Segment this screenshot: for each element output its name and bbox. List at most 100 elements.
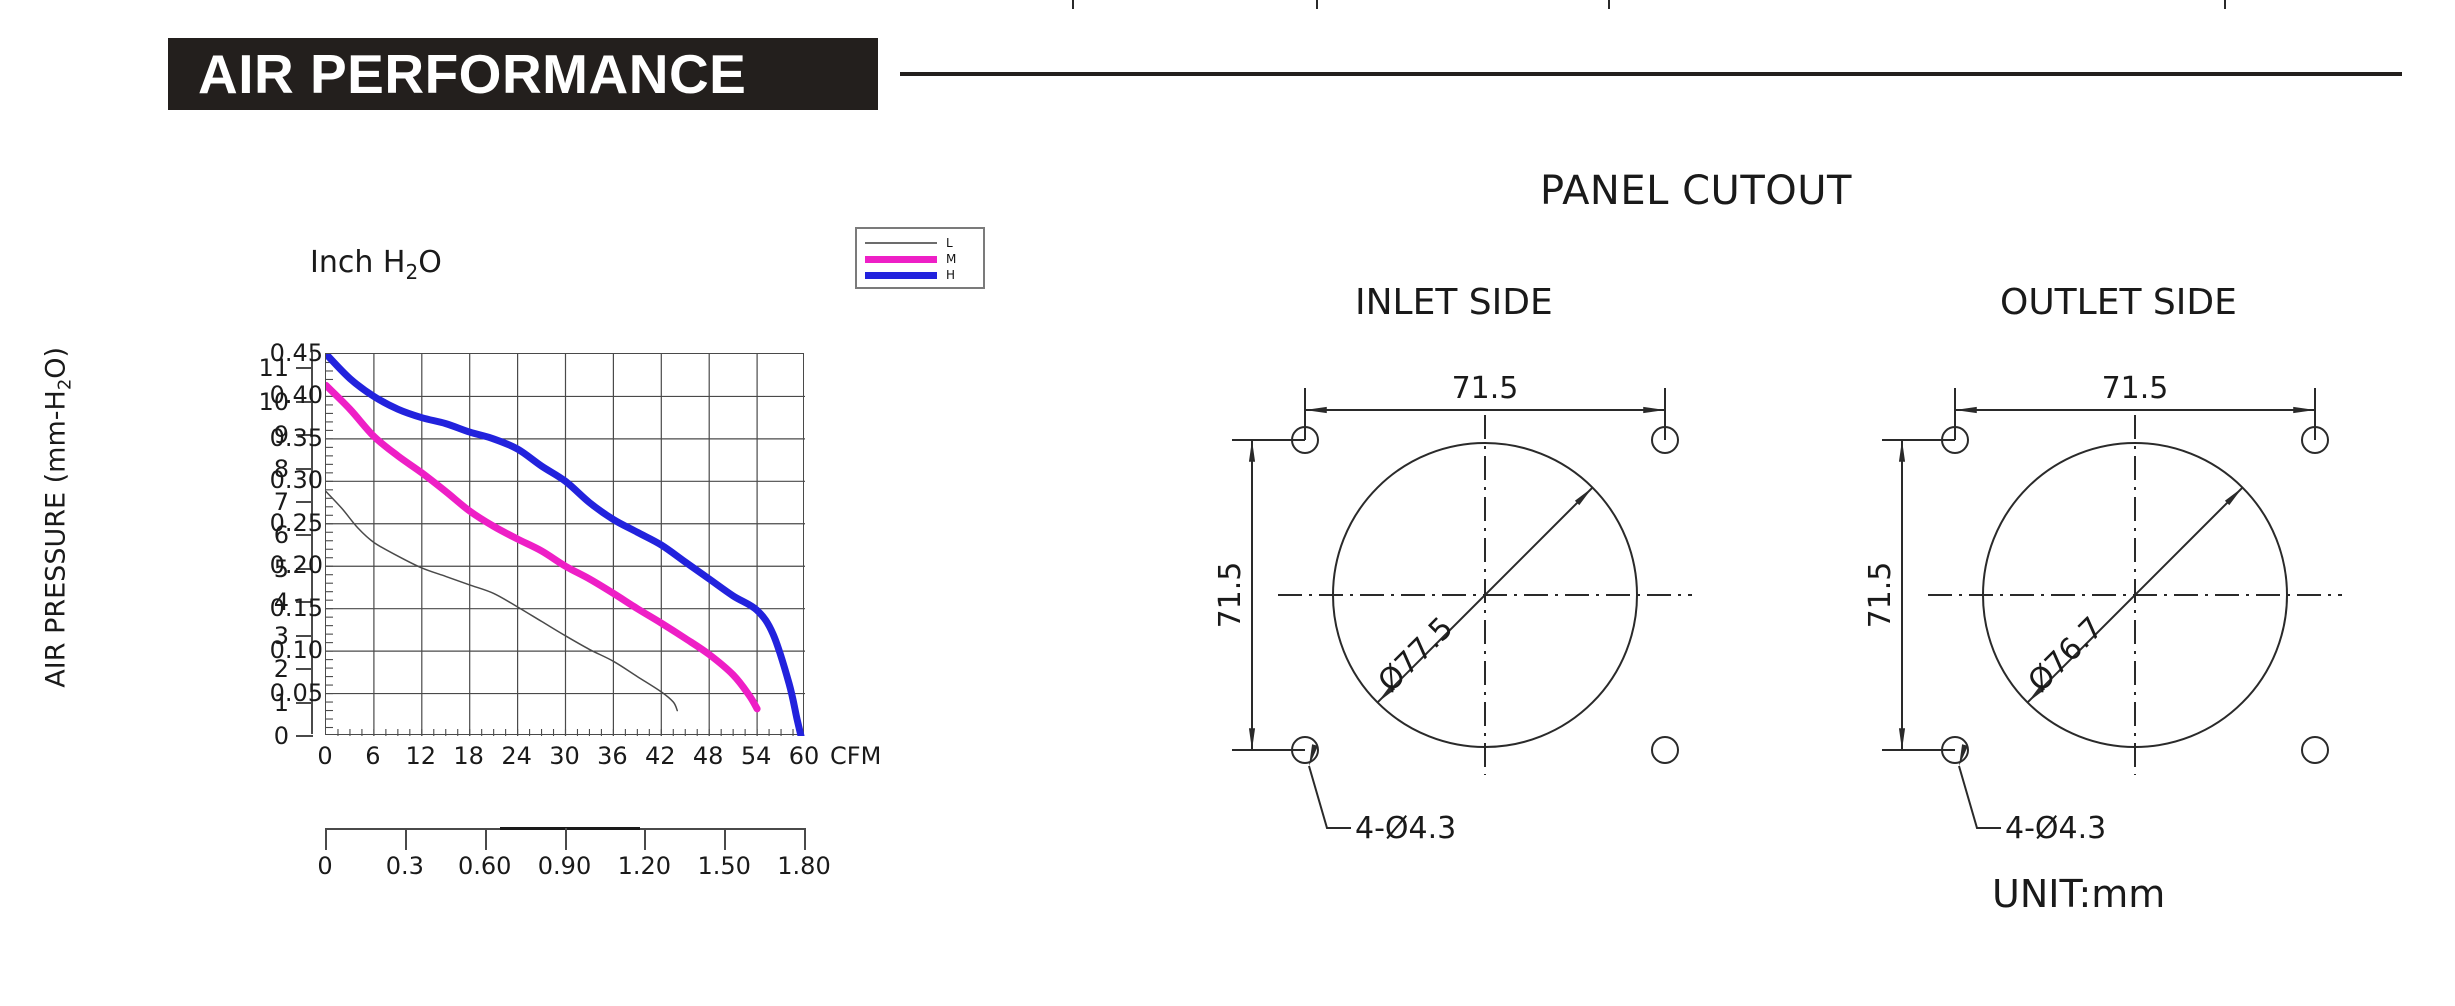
- mmh2o-tick: [296, 534, 313, 537]
- diameter-dimension-label: Ø77.5: [1372, 611, 1461, 700]
- legend-label-m: M: [946, 252, 957, 266]
- section-header: AIR PERFORMANCE: [0, 38, 2455, 110]
- chart-curve-l: [326, 490, 679, 712]
- inch-unit-text: Inch H: [310, 245, 406, 280]
- chart-secondary-x-axis: 0 0.3 0.60 0.90 1.20 1.50 1.80: [317, 827, 831, 888]
- secondary-axis-tick-label: 0: [317, 852, 333, 880]
- cfm-tick-label: 18: [453, 742, 484, 770]
- y-axis-title-unit-close: O): [40, 346, 72, 379]
- diameter-dimension-line: [2026, 486, 2244, 704]
- inlet-drawing-svg: Ø77.5 71.5 71.5 4-Ø4.3: [1213, 371, 1692, 846]
- inlet-side-title: INLET SIDE: [1355, 282, 1553, 323]
- mmh2o-tick-label: 9: [273, 421, 289, 450]
- mmh2o-tick-label: 11: [258, 354, 289, 383]
- dimension-arrowhead: [1248, 440, 1256, 462]
- hole-callout-leader: [1308, 765, 1351, 829]
- cfm-tick-label: 36: [597, 742, 628, 770]
- cfm-tick-label: 60: [788, 742, 820, 770]
- diameter-dimension-label: Ø76.7: [2022, 611, 2111, 700]
- secondary-axis-tick-label: 1.20: [617, 852, 672, 880]
- y-axis-title-main: AIR PRESSURE: [40, 491, 72, 688]
- chart-curves: [326, 354, 805, 736]
- dimension-arrowhead: [2293, 406, 2315, 414]
- secondary-axis-tick-label: 1.50: [697, 852, 751, 880]
- legend-item-l: L: [865, 235, 975, 251]
- mmh2o-tick-label: 3: [273, 621, 289, 650]
- mounting-hole: [2301, 736, 2329, 764]
- mmh2o-tick: [296, 601, 313, 604]
- cfm-tick-label: 54: [740, 742, 772, 770]
- inch-tick-label: 0.25: [269, 508, 323, 537]
- horizontal-dimension-label: 71.5: [1452, 371, 1519, 406]
- secondary-axis-tick: [564, 828, 567, 850]
- secondary-axis-tick: [804, 828, 806, 850]
- dimension-arrowhead: [1574, 487, 1593, 506]
- secondary-axis-tick-label: 1.80: [777, 852, 831, 880]
- legend-item-m: M: [865, 251, 975, 267]
- secondary-axis-tick: [724, 828, 727, 850]
- mmh2o-tick: [296, 501, 313, 504]
- cfm-tick-label: 30: [549, 742, 580, 770]
- horizontal-dimension-label: 71.5: [2102, 371, 2169, 406]
- chart-legend: L M H: [855, 227, 985, 289]
- mmh2o-tick: [296, 400, 313, 403]
- mmh2o-tick: [296, 701, 313, 704]
- cfm-tick-label: 12: [405, 742, 437, 770]
- inch-unit-sub: 2: [405, 260, 419, 284]
- mounting-hole: [1651, 736, 1679, 764]
- inch-tick-label: 0.20: [269, 551, 323, 580]
- dimension-arrowhead: [1248, 728, 1256, 750]
- legend-label-h: H: [946, 268, 956, 282]
- dimension-arrowhead: [1377, 684, 1396, 703]
- chart-plot-area: [325, 353, 805, 736]
- chart-x-axis-labels: 0 6 12 18 24 30 36 42 48 54 60: [317, 742, 885, 790]
- mmh2o-tick: [296, 467, 313, 470]
- mmh2o-tick: [296, 668, 313, 671]
- inch-unit-tail: O: [418, 245, 442, 280]
- secondary-axis-tick: [484, 828, 487, 850]
- dimension-arrowhead: [1898, 728, 1906, 750]
- mmh2o-axis-spine: [311, 352, 313, 734]
- outlet-drawing-svg: Ø76.7 71.5 71.5 4-Ø4.3: [1863, 371, 2342, 846]
- secondary-axis-bar-highlight: [500, 827, 640, 830]
- mmh2o-tick-label: 5: [273, 554, 289, 583]
- mmh2o-tick-label: 6: [273, 521, 289, 550]
- vertical-dimension-label: 71.5: [1213, 562, 1248, 629]
- mmh2o-tick: [296, 634, 313, 637]
- inch-tick-label: 0.15: [269, 593, 323, 622]
- legend-item-h: H: [865, 267, 975, 283]
- dimension-arrowhead: [2027, 684, 2046, 703]
- secondary-axis-tick-label: 0.3: [385, 852, 424, 880]
- outlet-side-drawing: Ø76.7 71.5 71.5 4-Ø4.3: [1850, 340, 2410, 900]
- inlet-side-drawing: Ø77.5 71.5 71.5 4-Ø4.3: [1200, 340, 1760, 900]
- secondary-axis-tick: [644, 828, 647, 850]
- inch-tick-label: 0.30: [269, 466, 323, 495]
- hole-callout-leader: [1958, 765, 2001, 829]
- chart-mmh2o-axis: 0 1 2 3 4 5 6 7 8 9 10 11: [243, 346, 313, 750]
- unit-note: UNIT:mm: [1992, 872, 2166, 916]
- mmh2o-tick: [296, 367, 313, 370]
- mmh2o-tick-label: 4: [273, 588, 289, 617]
- cfm-tick-label: 48: [692, 742, 724, 770]
- cfm-tick-label: 42: [645, 742, 676, 770]
- secondary-axis-tick-label: 0.90: [537, 852, 592, 880]
- mmh2o-tick-label: 7: [273, 488, 289, 517]
- inch-tick-label: 0.35: [269, 423, 323, 452]
- inch-tick-label: 0.45: [269, 339, 323, 367]
- mmh2o-tick: [296, 567, 313, 570]
- chart-secondary-y-unit: Inch H2O: [310, 245, 442, 284]
- mmh2o-tick: [296, 434, 313, 437]
- dimension-arrowhead: [1898, 440, 1906, 462]
- secondary-axis-tick: [325, 828, 327, 850]
- legend-swatch-h-icon: [865, 271, 937, 279]
- page-title: AIR PERFORMANCE: [168, 38, 878, 110]
- legend-swatch-l-icon: [865, 242, 937, 244]
- mmh2o-tick-label: 2: [273, 655, 289, 684]
- mmh2o-tick-label: 8: [273, 454, 289, 483]
- mmh2o-tick: [296, 735, 313, 737]
- dimension-arrowhead: [1959, 744, 1968, 766]
- dimension-arrowhead: [1643, 406, 1665, 414]
- inch-tick-label: 0.05: [269, 678, 323, 707]
- hole-callout-label: 4-Ø4.3: [2005, 811, 2106, 846]
